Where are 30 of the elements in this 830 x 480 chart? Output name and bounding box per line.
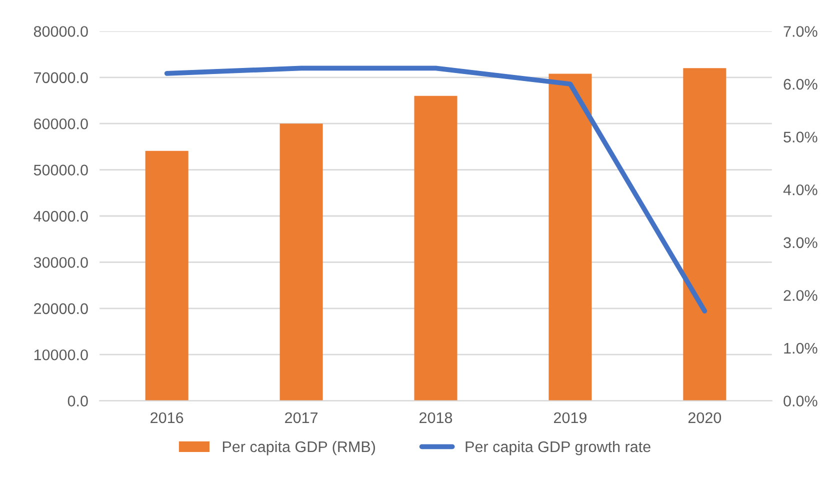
x-tick-label: 2019 <box>554 412 586 424</box>
y2-tick-label: 5.0% <box>784 132 818 142</box>
bar <box>548 74 592 401</box>
bar <box>280 124 323 401</box>
bar <box>145 150 188 401</box>
y-tick-label: 70000.0 <box>34 72 88 84</box>
line-series <box>164 66 708 314</box>
y2-tick-label: 4.0% <box>783 184 818 196</box>
legend-label: Per capita GDP (RMB) <box>222 440 375 456</box>
y-tick-label: 60000.0 <box>34 118 88 130</box>
bar <box>683 68 726 401</box>
y-tick-label: 40000.0 <box>34 210 88 222</box>
x-tick-label: 2018 <box>420 412 452 424</box>
y-tick-label: 50000.0 <box>34 164 88 176</box>
x-tick-label: 2020 <box>688 412 722 424</box>
x-tick-label: 2016 <box>150 412 184 424</box>
y-tick-label: 0.0 <box>68 396 88 406</box>
y-tick-label: 20000.0 <box>34 303 88 314</box>
y2-tick-label: 3.0% <box>784 237 818 248</box>
y-tick-label: 10000.0 <box>34 349 88 360</box>
legend-label: Per capita GDP growth rate <box>466 440 650 456</box>
y-tick-label: 30000.0 <box>34 257 88 268</box>
y2-tick-label: 2.0% <box>784 290 818 301</box>
y-tick-label: 80000.0 <box>34 26 88 37</box>
y2-tick-label: 0.0% <box>784 396 818 406</box>
y2-tick-label: 6.0% <box>784 78 818 90</box>
x-tick-label: 2017 <box>285 412 318 424</box>
y2-tick-label: 1.0% <box>784 342 818 354</box>
y2-tick-label: 7.0% <box>784 26 818 37</box>
bar <box>414 96 458 401</box>
